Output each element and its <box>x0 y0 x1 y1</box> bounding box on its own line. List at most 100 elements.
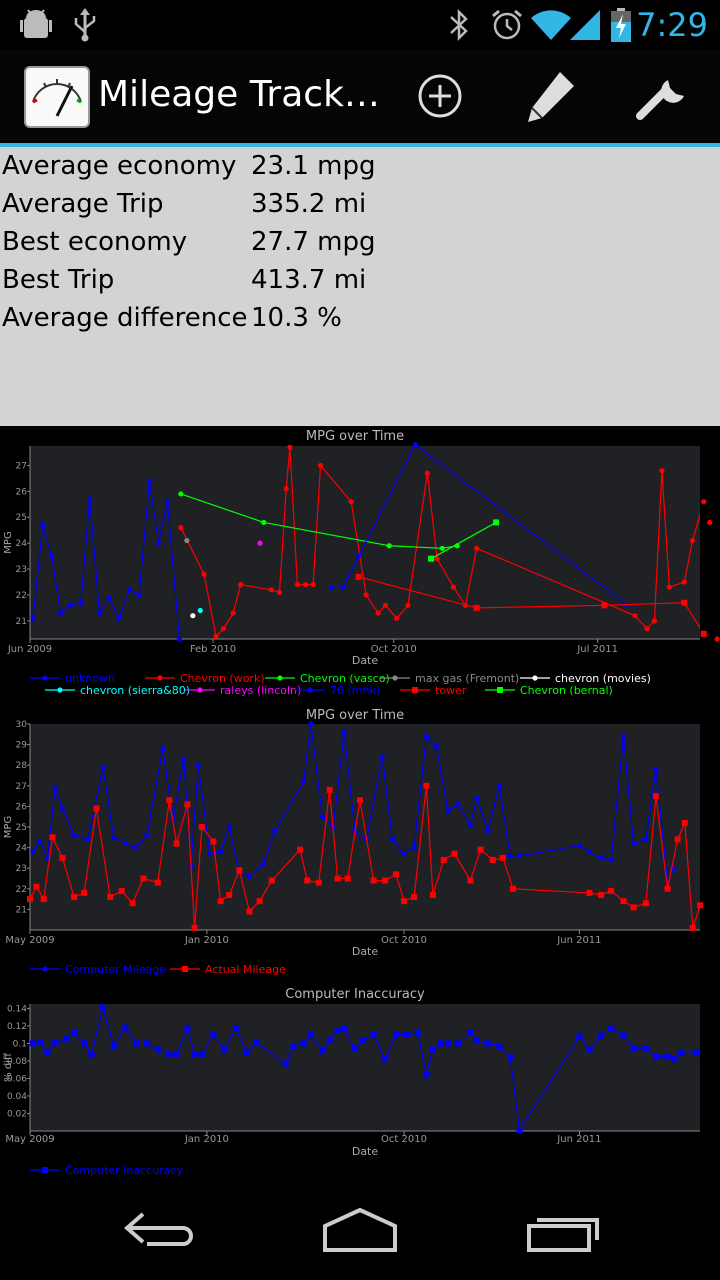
data-point <box>59 854 66 861</box>
y-tick-label: 22 <box>16 885 27 895</box>
data-point <box>642 900 649 907</box>
data-point <box>319 1047 326 1054</box>
data-point <box>400 851 406 857</box>
data-point <box>341 1025 348 1032</box>
chart-title: MPG over Time <box>306 429 404 444</box>
data-point <box>27 896 33 903</box>
back-icon[interactable] <box>105 1200 215 1260</box>
data-point <box>96 610 103 616</box>
data-point <box>689 924 696 931</box>
data-point <box>496 1043 503 1050</box>
data-point <box>344 875 351 882</box>
data-point <box>664 1053 671 1060</box>
legend-label: unknown <box>65 672 115 685</box>
data-point <box>154 879 161 886</box>
data-point <box>246 908 253 915</box>
data-point <box>400 898 407 905</box>
data-point <box>176 636 182 642</box>
data-point <box>429 1046 436 1053</box>
settings-wrench-icon[interactable] <box>632 64 696 128</box>
data-point <box>184 801 191 808</box>
y-tick-label: 25 <box>16 513 27 523</box>
data-point <box>232 1025 239 1032</box>
battery-charging-icon <box>611 8 631 42</box>
y-tick-label: 0.06 <box>7 1074 27 1084</box>
data-point <box>300 1040 307 1047</box>
data-point <box>155 540 162 546</box>
data-point <box>198 824 205 830</box>
data-point <box>181 756 187 762</box>
data-point <box>308 721 314 727</box>
data-point <box>382 602 389 608</box>
data-point <box>184 1025 191 1032</box>
data-point <box>598 891 605 898</box>
data-point <box>37 838 43 845</box>
data-point <box>671 1056 678 1063</box>
data-point <box>608 1025 615 1032</box>
data-point <box>329 584 335 590</box>
status-time: 7:29 <box>636 6 708 44</box>
data-point <box>81 889 88 896</box>
usb-icon <box>74 8 96 42</box>
stat-label: Average Trip <box>2 189 164 219</box>
data-point <box>370 1031 377 1038</box>
data-point <box>190 613 196 619</box>
stat-label: Best economy <box>2 227 188 257</box>
data-point <box>52 1039 59 1046</box>
data-point <box>632 613 638 619</box>
data-point <box>499 854 506 861</box>
x-tick-label: Jun 2011 <box>556 1134 601 1145</box>
data-point <box>355 573 362 580</box>
data-point <box>630 904 637 911</box>
data-point <box>44 1049 51 1056</box>
charts-area: MPG over Time Date MPG 21 22 23 24 25 26 27 Jun 20… <box>3 429 720 1177</box>
data-point <box>445 807 451 814</box>
recent-apps-icon[interactable] <box>505 1200 615 1260</box>
x-tick-label: Jan 2010 <box>184 935 229 946</box>
data-point <box>52 785 58 791</box>
y-tick-label: 25 <box>16 823 27 833</box>
data-point <box>393 1031 400 1038</box>
data-point <box>154 1046 161 1053</box>
y-tick-label: 0.14 <box>7 1004 27 1014</box>
data-point <box>389 836 396 842</box>
data-point <box>370 877 377 884</box>
android-debug-icon <box>20 9 52 38</box>
add-icon[interactable] <box>408 64 472 128</box>
gauge-icon[interactable] <box>24 66 90 128</box>
data-point <box>700 630 707 637</box>
data-point <box>477 846 484 853</box>
y-tick-label: 27 <box>16 461 27 471</box>
data-point <box>341 729 347 735</box>
y-tick-label: 0.12 <box>7 1022 27 1032</box>
stats-panel: Average economy 23.1 mpg Average Trip 33… <box>0 147 720 426</box>
data-point <box>197 607 203 614</box>
app-title: Mileage Track… <box>98 74 380 115</box>
legend-label: Computer Inaccuracy <box>65 1164 184 1177</box>
edit-pencil-icon[interactable] <box>520 64 584 128</box>
data-point <box>467 1029 474 1036</box>
data-point <box>474 795 480 801</box>
home-icon[interactable] <box>305 1200 415 1260</box>
stat-value: 23.1 mpg <box>251 151 376 181</box>
y-tick-label: 0.1 <box>13 1039 27 1049</box>
data-point <box>303 581 309 588</box>
data-point <box>166 797 173 804</box>
data-point <box>243 1049 250 1056</box>
data-point <box>467 877 474 884</box>
data-point <box>71 1029 78 1036</box>
data-point <box>71 832 77 838</box>
status-bar: 7:29 <box>0 0 720 50</box>
data-point <box>272 828 278 834</box>
data-point <box>412 442 419 448</box>
data-point <box>268 877 275 884</box>
data-point <box>678 1050 685 1057</box>
data-point <box>429 891 436 898</box>
data-point <box>276 589 283 595</box>
x-tick-label: Jan 2010 <box>184 1134 229 1145</box>
data-point <box>257 540 263 546</box>
legend-marker <box>392 675 398 681</box>
x-tick-label: Oct 2010 <box>381 935 427 946</box>
data-point <box>184 537 190 544</box>
stat-value: 335.2 mi <box>251 189 367 219</box>
